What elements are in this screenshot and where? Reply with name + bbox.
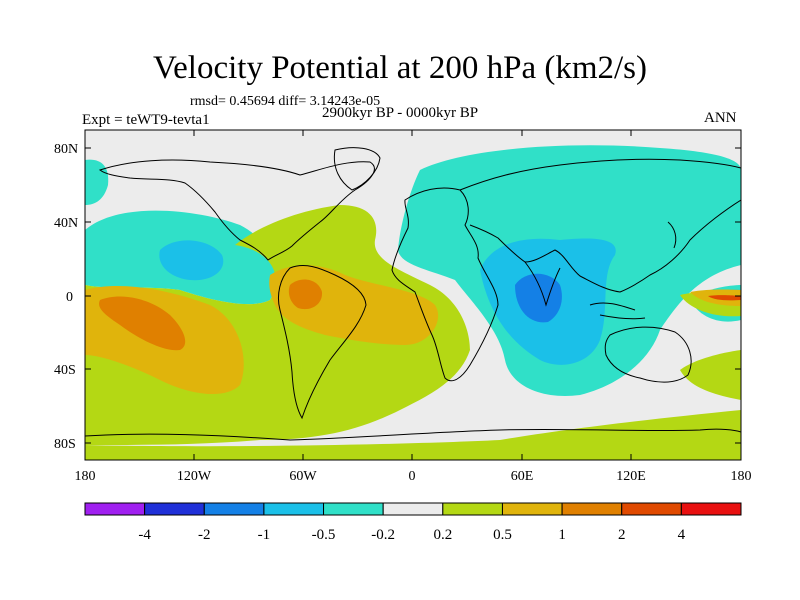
period-text: 2900kyr BP - 0000kyr BP <box>322 105 479 121</box>
colorbar-swatch <box>680 502 742 516</box>
colorbar-swatch <box>144 502 205 516</box>
colorbar-label: 1 <box>558 527 566 543</box>
colorbar-label: 2 <box>618 527 626 543</box>
japan-coast <box>667 221 677 249</box>
lat-label-40s: 40S <box>54 363 76 378</box>
lon-label-60e: 60E <box>511 469 534 484</box>
colorbar: -4 -2 -1 -0.5 -0.2 0.2 0.5 1 2 4 <box>84 502 742 543</box>
colorbar-swatch <box>84 502 146 516</box>
colorbar-swatch <box>323 502 384 516</box>
velocity-field <box>85 130 741 460</box>
map-title: Velocity Potential at 200 hPa (km2/s) <box>152 50 648 86</box>
lat-label-80n: 80N <box>54 142 78 157</box>
lon-axis <box>84 130 742 460</box>
europe-africa-coast <box>391 187 499 382</box>
colorbar-label: -4 <box>138 527 151 543</box>
lat-axis <box>85 147 741 444</box>
lat-label-40n: 40N <box>54 216 78 231</box>
colorbar-swatch <box>203 502 265 516</box>
greenland-coast <box>333 147 381 191</box>
lon-label-60w: 60W <box>289 469 317 484</box>
indonesia-coast <box>589 302 646 320</box>
lon-label-120e: 120E <box>616 469 646 484</box>
lon-label-180w: 180 <box>75 469 96 484</box>
map-frame <box>84 129 742 461</box>
negative-core-deep <box>515 273 562 323</box>
coastlines <box>85 147 741 441</box>
antarctica-coast <box>85 428 741 441</box>
north-america-coast <box>98 159 375 261</box>
lon-label-0: 0 <box>409 469 416 484</box>
colorbar-swatch <box>501 502 563 516</box>
positive-max-east <box>708 295 741 301</box>
india-coast <box>524 261 561 307</box>
positive-region-east <box>680 350 741 400</box>
season-label: ANN <box>704 110 737 126</box>
colorbar-swatch <box>561 502 623 516</box>
lat-label-80s: 80S <box>54 437 76 452</box>
stats-text: rmsd= 0.45694 diff= 3.14243e-05 <box>190 94 381 109</box>
colorbar-label: 4 <box>678 527 686 543</box>
asia-coast <box>459 158 741 293</box>
lon-label-120w: 120W <box>177 469 212 484</box>
experiment-label: Expt = teWT9-tevta1 <box>82 112 210 128</box>
south-america-coast <box>277 265 367 420</box>
colorbar-label: 0.2 <box>433 527 452 543</box>
lat-label-0: 0 <box>66 290 73 305</box>
colorbar-label: -1 <box>258 527 271 543</box>
colorbar-swatch <box>263 502 325 516</box>
colorbar-label: -0.2 <box>371 527 395 543</box>
colorbar-swatch <box>382 502 444 516</box>
positive-max-amazon <box>288 279 323 310</box>
australia-coast <box>604 326 692 383</box>
colorbar-label: -0.5 <box>312 527 336 543</box>
colorbar-swatch <box>442 502 503 516</box>
colorbar-label: 0.5 <box>493 527 512 543</box>
colorbar-swatch <box>621 502 682 516</box>
positive-max-pacific <box>99 296 186 351</box>
colorbar-label: -2 <box>198 527 211 543</box>
negative-core-pacific <box>159 240 224 281</box>
positive-region-south <box>85 410 741 460</box>
lon-label-180e: 180 <box>731 469 752 484</box>
